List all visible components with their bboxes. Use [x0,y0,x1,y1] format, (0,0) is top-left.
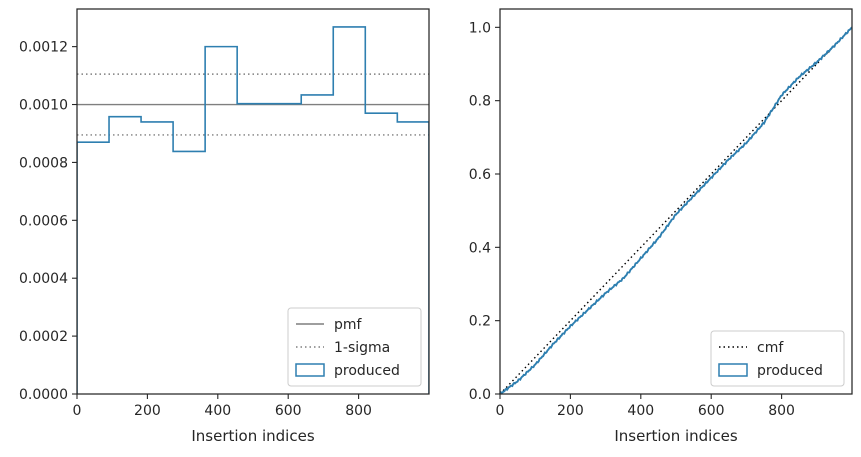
y-tick-label: 0.0 [469,387,491,403]
cmf-axes-frame [499,8,853,395]
x-tick-label: 200 [134,403,161,419]
y-tick-label: 0.2 [469,314,491,330]
y-tick-label: 0.6 [469,167,491,183]
legend-produced-swatch [295,363,325,377]
cmf-y-ticks: 0.0 0.2 0.4 0.6 0.8 1.0 [469,20,500,403]
y-tick-label: 0.0008 [19,155,68,171]
pmf-legend-box [287,307,422,387]
y-tick-label: 0.4 [469,240,491,256]
y-tick-label: 0.0002 [19,329,68,345]
x-tick-label: 600 [275,403,302,419]
cmf-x-ticks: 0 200 400 600 800 [496,394,795,419]
legend-cmf-label: cmf [757,340,784,356]
pmf-plot-marks [77,26,429,394]
x-tick-label: 400 [627,403,654,419]
legend-pmf-label: pmf [334,317,363,333]
pmf-legend: pmf 1-sigma produced [287,307,422,387]
pmf-y-ticks: 0.0000 0.0002 0.0004 0.0006 0.0008 0.0010 0.00… [19,40,77,403]
y-tick-label: 0.0010 [19,98,68,114]
produced-bin [237,104,269,394]
produced-bin [205,47,237,394]
y-tick-label: 1.0 [469,20,491,36]
x-tick-label: 600 [698,403,725,419]
cmf-legend-box [710,330,845,387]
x-tick-label: 800 [768,403,795,419]
x-tick-label: 0 [496,403,505,419]
x-tick-label: 400 [204,403,231,419]
produced-bin [141,122,173,394]
x-tick-label: 200 [557,403,584,419]
cmf-legend: cmf produced [710,330,845,387]
legend-1-sigma-label: 1-sigma [334,340,390,356]
produced-step-series [77,26,429,394]
legend-produced-label: produced [757,363,823,379]
produced-cumulative-series [499,26,853,395]
cmf-plot-marks [499,26,853,395]
pmf-x-axis-label: Insertion indices [191,427,314,445]
cmf-line [499,26,853,395]
cmf-x-axis-label: Insertion indices [614,427,737,445]
y-tick-label: 0.0000 [19,387,68,403]
y-tick-label: 0.0006 [19,213,68,229]
pmf-axes-frame [76,8,430,395]
produced-bin [173,151,205,394]
produced-bin [77,142,109,394]
produced-bin [109,117,141,394]
y-tick-label: 0.8 [469,94,491,110]
pmf-x-ticks: 0 200 400 600 800 [73,394,372,419]
y-tick-label: 0.0004 [19,271,68,287]
y-tick-label: 0.0012 [19,40,68,56]
x-tick-label: 800 [345,403,372,419]
legend-produced-label: produced [334,363,400,379]
cmf-panel: 0 200 400 600 800 0.0 0.2 0.4 0.6 0.8 1.0 Inserti… [469,8,853,445]
pmf-panel: 0 200 400 600 800 0.00000.00020.00040.00060.… [19,8,430,445]
x-tick-label: 0 [73,403,82,419]
legend-produced-swatch [718,363,748,377]
